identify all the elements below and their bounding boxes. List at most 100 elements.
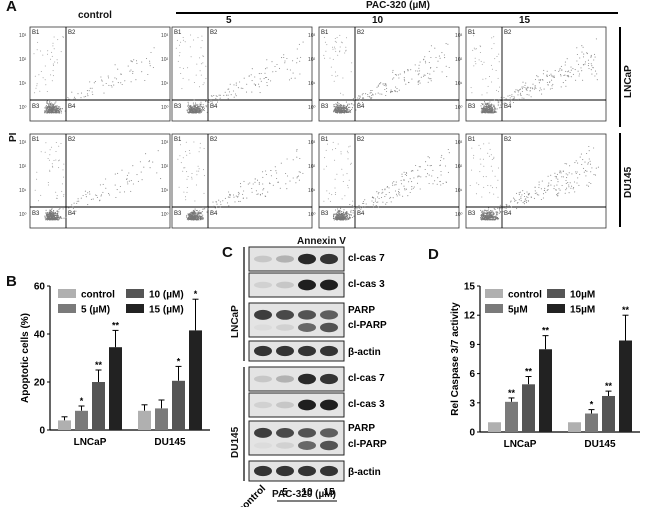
flow-event [137,180,139,182]
flow-event [67,96,69,99]
flow-event [348,179,350,181]
flow-event [342,94,344,96]
flow-event [101,80,103,82]
flow-event [342,219,345,221]
flow-event [296,150,298,152]
flow-event [531,87,533,89]
flow-event [181,88,183,90]
flow-event [252,183,254,185]
flow-event [140,171,142,173]
flow-event [564,163,566,165]
flow-event [347,106,350,108]
flow-event [218,199,220,201]
flow-event [343,111,345,113]
flow-event [298,43,300,45]
flow-event [206,99,209,101]
flow-event [498,209,501,211]
flow-event [546,81,548,84]
flow-event [344,219,346,221]
flow-event [194,210,196,212]
flow-event [426,173,429,175]
flow-event [44,79,46,81]
flow-event [57,213,59,216]
flow-event [201,217,203,220]
flow-event [59,111,61,113]
flow-event [515,199,517,202]
flow-event [200,101,202,103]
flow-event [364,199,366,201]
flow-event [574,191,576,193]
flow-event [491,214,493,216]
flow-event [575,79,577,81]
flow-event [587,65,589,67]
flow-event [179,67,181,69]
flow-event [480,215,482,217]
flow-event [592,67,594,69]
lane-label-control: control [236,483,268,507]
flow-event [290,77,292,79]
flow-event [55,159,57,161]
flow-event [561,176,563,178]
flow-event [554,172,556,174]
flow-event [45,142,47,144]
flow-event [472,49,474,51]
significance-label: ** [112,320,120,330]
flow-event [557,178,559,180]
flow-event [235,84,237,86]
flow-event [483,112,485,114]
y-tick-label: 20 [34,378,46,389]
flow-event [53,107,55,109]
flow-event [200,47,202,49]
flow-event [371,89,373,92]
flow-event [335,192,337,194]
flow-event [145,57,148,60]
flow-event [42,77,44,79]
flow-event [189,218,191,220]
flow-event [558,192,560,194]
flow-event [407,81,410,83]
flow-event [324,41,326,43]
flow-event [199,57,201,59]
flow-event [180,144,181,146]
flow-event [490,108,492,110]
flow-event [417,83,419,85]
flow-event [442,183,444,185]
flow-event [546,75,548,77]
flow-event [182,67,184,69]
flow-y-tick: 10⁰ [161,105,169,111]
flow-y-tick: 10⁰ [455,105,463,111]
flow-event [519,92,522,94]
band-β-actin-lane-3 [320,345,338,357]
flow-event [341,104,343,107]
bar-du145-3 [189,330,202,430]
flow-event [520,197,522,200]
flow-event [577,63,580,65]
flow-event [586,152,588,155]
flow-event [565,70,567,72]
flow-event [588,67,590,70]
du145-actin-blot-strip [248,460,345,482]
flow-event [494,175,496,177]
flow-event [329,200,331,202]
flow-event [565,179,567,182]
significance-label: * [590,400,594,410]
flow-event [178,186,180,188]
flow-event [191,213,193,215]
flow-event [58,145,60,147]
flow-event [414,64,416,66]
flow-event [489,76,490,77]
flow-event [534,190,536,192]
flow-event [190,214,193,216]
flow-event [480,107,482,109]
flow-event [46,219,49,221]
flow-event [329,57,331,59]
flow-event [430,45,432,47]
flow-event [286,175,289,177]
flow-event [582,63,584,66]
flow-event [568,70,570,72]
flow-event [381,93,383,95]
flow-event [377,85,379,87]
flow-event [502,103,504,105]
flow-event [36,49,38,51]
y-tick-label: 6 [469,369,475,380]
